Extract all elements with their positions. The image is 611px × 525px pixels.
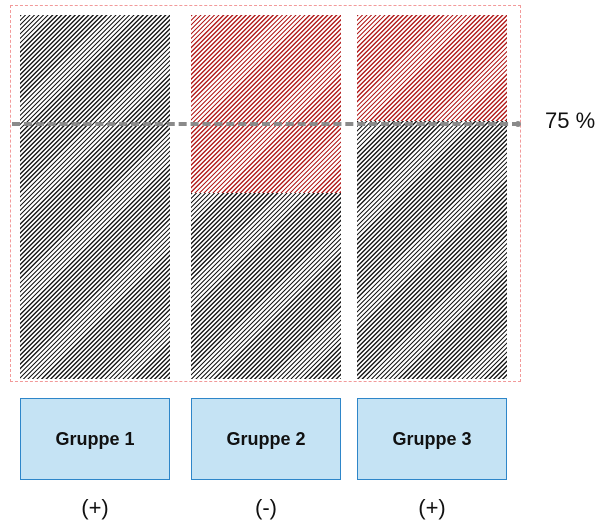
group-sign-1: (+) — [81, 495, 109, 520]
red-hatched-segment — [357, 15, 507, 121]
threshold-line-end — [515, 121, 521, 127]
threshold-label: 75 % — [545, 108, 596, 133]
column-gruppe-2 — [191, 15, 341, 379]
red-hatched-segment — [191, 15, 341, 193]
black-hatched-segment — [357, 121, 507, 379]
group-sign-2: (-) — [255, 495, 277, 520]
black-hatched-segment — [20, 15, 170, 379]
dashed-frame — [10, 5, 521, 382]
threshold-line — [12, 122, 520, 126]
group-box-2: Gruppe 2 — [191, 398, 341, 480]
group-sign-3: (+) — [418, 495, 446, 520]
group-box-1: Gruppe 1 — [20, 398, 170, 480]
black-hatched-segment — [191, 193, 341, 379]
group-box-3: Gruppe 3 — [357, 398, 507, 480]
column-gruppe-1 — [20, 15, 170, 379]
column-gruppe-3 — [357, 15, 507, 379]
